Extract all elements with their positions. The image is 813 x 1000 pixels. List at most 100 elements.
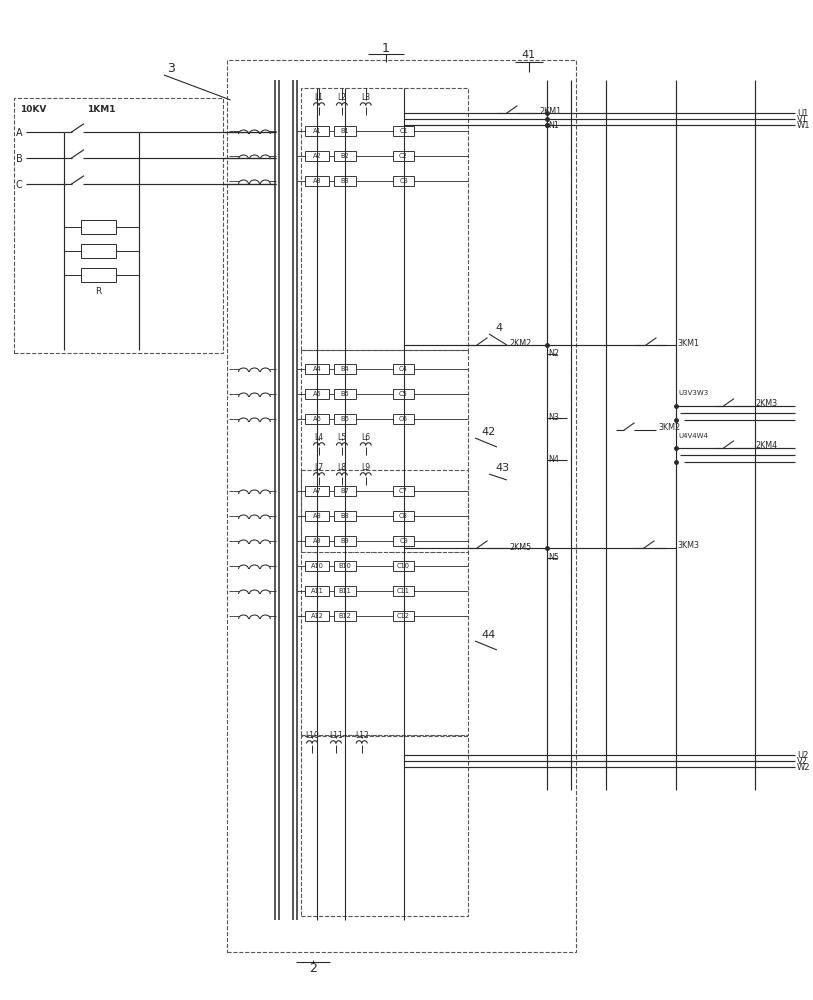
Bar xyxy=(14,98,223,353)
Text: 2KM1: 2KM1 xyxy=(540,106,562,115)
Text: B6: B6 xyxy=(341,416,350,422)
Text: A10: A10 xyxy=(311,563,324,569)
Text: L2: L2 xyxy=(337,93,346,102)
Bar xyxy=(81,268,116,282)
Text: A1: A1 xyxy=(313,128,321,134)
Text: A5: A5 xyxy=(313,391,321,397)
Text: 1: 1 xyxy=(381,41,389,54)
Text: L7: L7 xyxy=(315,462,324,472)
Text: W1: W1 xyxy=(797,120,811,129)
Text: 3KM1: 3KM1 xyxy=(678,338,700,348)
Text: 10KV: 10KV xyxy=(20,105,46,114)
Text: B2: B2 xyxy=(341,153,350,159)
Bar xyxy=(301,350,468,552)
Text: 43: 43 xyxy=(495,463,509,473)
Bar xyxy=(393,536,415,546)
Bar xyxy=(81,244,116,258)
Text: L9: L9 xyxy=(361,462,370,472)
Text: B1: B1 xyxy=(341,128,350,134)
Text: C7: C7 xyxy=(399,488,408,494)
Bar xyxy=(305,126,329,136)
Bar xyxy=(334,126,356,136)
Bar xyxy=(334,151,356,161)
Text: B4: B4 xyxy=(341,366,350,372)
Text: A9: A9 xyxy=(313,538,321,544)
Text: 2KM2: 2KM2 xyxy=(510,340,533,349)
Bar xyxy=(393,561,415,571)
Text: B: B xyxy=(16,154,23,164)
Text: C12: C12 xyxy=(397,613,410,619)
Text: A4: A4 xyxy=(313,366,321,372)
Bar xyxy=(227,60,576,952)
Text: A7: A7 xyxy=(313,488,321,494)
Text: A6: A6 xyxy=(313,416,321,422)
Bar xyxy=(301,736,468,916)
Bar xyxy=(393,389,415,399)
Bar xyxy=(393,414,415,424)
Text: C11: C11 xyxy=(397,588,410,594)
Bar xyxy=(334,586,356,596)
Text: 4: 4 xyxy=(495,323,502,333)
Bar xyxy=(305,586,329,596)
Text: B5: B5 xyxy=(341,391,350,397)
Text: 2KM5: 2KM5 xyxy=(510,542,533,552)
Text: B11: B11 xyxy=(338,588,351,594)
Text: B10: B10 xyxy=(338,563,351,569)
Text: U2: U2 xyxy=(797,750,808,760)
Text: 2KM3: 2KM3 xyxy=(755,399,777,408)
Text: C: C xyxy=(16,180,23,190)
Text: R: R xyxy=(95,286,102,296)
Text: B8: B8 xyxy=(341,513,350,519)
Text: C10: C10 xyxy=(397,563,410,569)
Bar xyxy=(393,364,415,374)
Text: C6: C6 xyxy=(399,416,408,422)
Text: B9: B9 xyxy=(341,538,350,544)
Bar xyxy=(305,486,329,496)
Bar xyxy=(305,176,329,186)
Text: N1: N1 xyxy=(549,120,559,129)
Bar xyxy=(301,470,468,735)
Text: L11: L11 xyxy=(329,730,343,740)
Text: B12: B12 xyxy=(338,613,351,619)
Bar xyxy=(334,486,356,496)
Text: 3KM3: 3KM3 xyxy=(678,542,700,550)
Text: L5: L5 xyxy=(337,432,346,442)
Bar xyxy=(305,536,329,546)
Bar xyxy=(334,414,356,424)
Text: U4V4W4: U4V4W4 xyxy=(679,433,709,439)
Text: 3: 3 xyxy=(167,62,175,75)
Text: A2: A2 xyxy=(313,153,321,159)
Text: L12: L12 xyxy=(355,730,368,740)
Bar xyxy=(334,561,356,571)
Text: N4: N4 xyxy=(549,456,559,464)
Bar xyxy=(81,220,116,234)
Bar xyxy=(393,611,415,621)
Text: N2: N2 xyxy=(549,350,559,359)
Text: V1: V1 xyxy=(797,114,808,123)
Text: 3KM2: 3KM2 xyxy=(658,424,680,432)
Bar xyxy=(334,389,356,399)
Bar xyxy=(334,364,356,374)
Text: B3: B3 xyxy=(341,178,350,184)
Bar xyxy=(393,151,415,161)
Text: L10: L10 xyxy=(305,730,319,740)
Bar xyxy=(393,486,415,496)
Bar xyxy=(301,88,468,350)
Text: L1: L1 xyxy=(315,93,324,102)
Bar xyxy=(334,511,356,521)
Text: 44: 44 xyxy=(481,630,495,640)
Text: N3: N3 xyxy=(549,414,559,422)
Bar xyxy=(305,151,329,161)
Text: C5: C5 xyxy=(399,391,408,397)
Bar xyxy=(334,536,356,546)
Text: C3: C3 xyxy=(399,178,408,184)
Text: A8: A8 xyxy=(313,513,321,519)
Text: W2: W2 xyxy=(797,762,811,772)
Text: B7: B7 xyxy=(341,488,350,494)
Text: A3: A3 xyxy=(313,178,321,184)
Bar xyxy=(393,176,415,186)
Bar xyxy=(305,364,329,374)
Text: 1KM1: 1KM1 xyxy=(88,105,116,114)
Bar xyxy=(393,511,415,521)
Text: C4: C4 xyxy=(399,366,408,372)
